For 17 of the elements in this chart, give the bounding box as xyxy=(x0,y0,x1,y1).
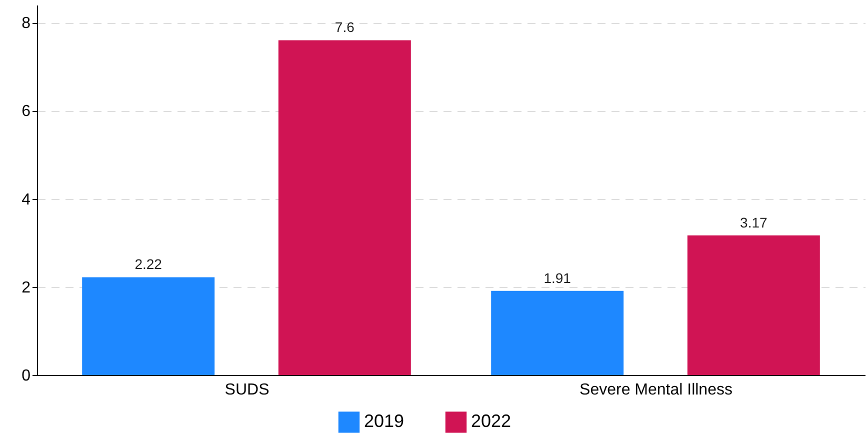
data-label: 3.17 xyxy=(740,214,768,230)
x-tick-label: Severe Mental Illness xyxy=(580,382,732,398)
bar xyxy=(278,40,411,375)
data-label: 2.22 xyxy=(134,256,162,272)
bar xyxy=(491,290,624,375)
legend-label: 2022 xyxy=(471,411,512,432)
data-label: 7.6 xyxy=(334,19,355,36)
legend-label: 2019 xyxy=(364,411,404,432)
y-tick-label: 8 xyxy=(22,15,31,32)
y-tick-label: 6 xyxy=(22,103,31,120)
data-label: 1.91 xyxy=(544,270,572,286)
y-tick-label: 0 xyxy=(22,368,31,384)
y-tick-label: 2 xyxy=(22,279,31,296)
bar xyxy=(82,277,215,375)
x-tick-label: SUDS xyxy=(224,382,270,398)
bar xyxy=(687,235,820,375)
y-tick-label: 4 xyxy=(22,191,31,208)
